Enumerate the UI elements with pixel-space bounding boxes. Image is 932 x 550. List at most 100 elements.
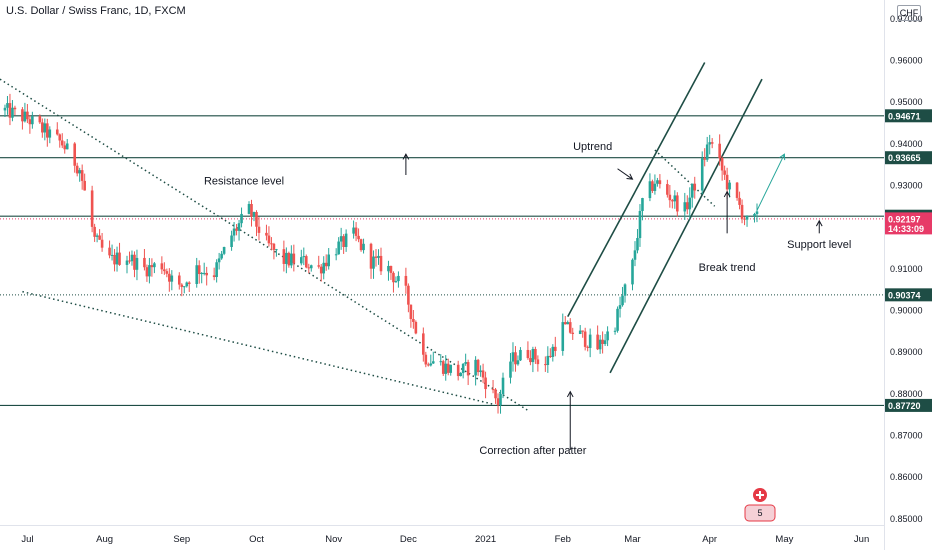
price-tag [885,288,932,302]
candle-body [563,322,567,325]
candle-body [616,308,619,331]
candle-body [130,254,134,262]
price-tag-label: 0.90374 [888,290,921,300]
candle-body [168,273,171,282]
currency-badge[interactable]: CHF [897,5,921,21]
time-axis[interactable]: Jul Aug Sep Oct Nov Dec 2021 Feb Mar Apr May Jun [21,534,869,545]
candle-body [743,218,746,220]
y-tick-label: 0.85000 [890,514,923,524]
candle-body [441,361,445,374]
candle-body [322,262,326,274]
candle-body [549,355,552,357]
candle-body [13,107,17,110]
candle-body [265,232,268,236]
candle-body [63,145,67,150]
candle-body [474,359,477,376]
trendline [654,149,716,207]
candle-body [693,183,697,191]
candle-body [571,332,575,335]
candle-body [270,243,273,245]
candle-body [720,158,724,171]
candle-body [60,140,64,146]
candle-body [220,253,223,259]
candle-body [414,321,418,334]
candle-body [668,194,672,201]
annotation-arrows [402,153,823,450]
candle-body [710,142,714,144]
annotation-label: Uptrend [573,141,612,153]
annotation-arrow-head [626,173,634,180]
candle-body [531,349,535,363]
candle-body [588,334,592,348]
x-tick-label: Apr [702,534,717,545]
candle-body [309,265,313,269]
candle-body [688,197,692,210]
candle-body [705,144,709,160]
x-tick-label: Jun [854,534,869,545]
candle-body [339,236,343,242]
candle-body [165,271,169,274]
annotation-arrow-head [402,153,410,160]
chart-title: U.S. Dollar / Swiss Franc, 1D, FXCM [6,5,186,17]
candle-body [215,262,218,278]
candle-body [431,361,435,364]
candle-body [700,158,704,191]
candle-body [185,282,189,287]
x-tick-label: 2021 [475,534,496,545]
candle-body [282,249,286,264]
candle-body [143,257,146,268]
candle-body [586,346,589,348]
trendline [0,78,529,412]
candle-body [394,281,398,283]
annotation-arrow-head [723,190,731,198]
y-tick-label: 0.93000 [890,180,923,190]
candle-body [476,359,480,373]
flag-icon-cross-v [759,491,761,499]
price-tags: 0.946710.936650.922610.9219714:33:090.90… [885,109,932,412]
candle-body [217,258,221,263]
annotation-arrow-head [815,219,823,227]
price-tag-label: 0.94671 [888,111,921,121]
candle-body [267,235,271,244]
candle-body [740,204,744,219]
event-badge-box [744,504,776,522]
x-tick-label: Oct [249,534,264,545]
candle-body [250,203,253,217]
candle-body [83,180,86,191]
candle-body [26,111,29,120]
candle-body [337,241,340,255]
candle-body [98,235,101,240]
candle-body [160,263,164,270]
candle-body [601,339,604,344]
price-tag [885,109,932,123]
candle-body [496,398,500,406]
candle-body [115,252,119,265]
candle-body [546,355,550,365]
candle-body [222,246,226,254]
candle-body [606,331,609,341]
candle-body [534,349,537,360]
annotations: Resistance level Uptrend Break trend Suppor… [204,141,851,457]
candle-body [23,111,27,122]
price-axis[interactable]: 0.970000.960000.950000.940000.930000.920… [890,14,923,524]
candle-body [334,254,338,256]
candle-body [170,275,174,282]
candle-body [150,265,154,268]
annotation-arrow-head [566,390,574,398]
candle-body [404,275,408,286]
candle-body [232,228,236,236]
candle-body [481,370,485,378]
candle-body [41,122,44,133]
candle-body [100,239,104,248]
candle-body [598,339,602,350]
price-tag [885,212,932,235]
event-badge[interactable]: 5 [744,488,776,522]
candle-body [412,318,415,322]
candle-body [725,174,729,190]
candle-body [618,305,622,309]
candle-body [11,107,14,118]
candle-body [359,239,363,251]
candle-body [651,181,654,191]
candle-body [673,195,677,202]
annotation-label: Break trend [699,262,756,274]
